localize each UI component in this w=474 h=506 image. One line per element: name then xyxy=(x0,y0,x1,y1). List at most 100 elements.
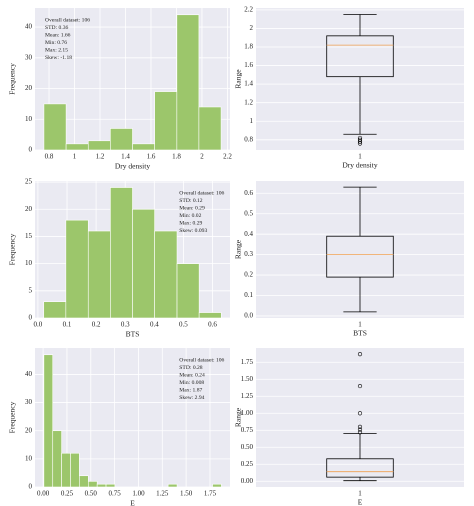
panel: 0.0 0.1 0.2 0.3 0.4 0.5 0.6 0 5 10 15 20 25 BTS Freque… xyxy=(8,178,230,339)
outlier xyxy=(357,427,363,432)
bar xyxy=(105,483,116,488)
stat-annotation: Mean: 1.66 xyxy=(45,32,71,38)
stat-annotation: Mean: 0.29 xyxy=(179,205,205,211)
stat-annotation: Skew: -1.18 xyxy=(45,55,72,61)
y-tick-label: 0 xyxy=(29,483,33,491)
stat-annotation: Min: 0.02 xyxy=(179,213,201,219)
y-axis-label: Range xyxy=(234,407,243,427)
x-tick-label: 0.50 xyxy=(85,490,98,498)
x-axis-label: E xyxy=(130,499,135,506)
y-tick-label: 0.5 xyxy=(244,209,253,217)
y-tick-label: 30 xyxy=(25,53,33,61)
y-axis-label: Frequency xyxy=(8,63,17,95)
panel: 0.00 0.25 0.50 0.75 1.00 1.25 1.50 1.75 E Range 1 xyxy=(234,348,464,506)
stat-annotation: Skew: 0.093 xyxy=(179,228,207,234)
outlier xyxy=(357,430,363,435)
x-tick-label: 2.2 xyxy=(223,153,232,161)
outlier xyxy=(357,424,363,429)
panel: 0.8 1 1.2 1.4 1.6 1.8 2 2.2 0 10 20 30 40 Dry density… xyxy=(8,8,232,171)
bar xyxy=(198,106,222,151)
bar xyxy=(176,14,200,151)
y-tick-label: 0.8 xyxy=(244,135,253,143)
bar xyxy=(154,91,178,151)
x-axis-label: E xyxy=(358,498,363,506)
y-tick-label: 40 xyxy=(25,23,33,31)
stat-annotation: STD: 0.36 xyxy=(45,25,69,31)
bar xyxy=(43,103,67,151)
stat-annotation: STD: 0.28 xyxy=(179,365,203,371)
y-tick-label: 1.00 xyxy=(241,409,254,417)
x-tick-label: 0.5 xyxy=(179,321,188,329)
x-tick-label: 0.75 xyxy=(108,490,121,498)
x-tick-label: 1.75 xyxy=(204,490,217,498)
bar xyxy=(176,263,200,319)
y-tick-label: 2 xyxy=(250,24,254,32)
bar xyxy=(43,354,54,488)
x-tick-label: 1 xyxy=(358,490,362,498)
bar xyxy=(52,430,62,488)
x-tick-label: 0.8 xyxy=(45,153,54,161)
x-tick-label: 1.2 xyxy=(96,153,105,161)
x-tick-label: 1.50 xyxy=(180,490,193,498)
y-tick-label: 0.4 xyxy=(244,230,253,238)
y-tick-label: 1.75 xyxy=(241,358,254,366)
bar xyxy=(167,483,178,488)
bar xyxy=(70,452,80,488)
stat-annotation: Max: 0.29 xyxy=(179,220,202,226)
plot-background xyxy=(256,348,464,487)
x-tick-label: 0.2 xyxy=(92,321,101,329)
bar xyxy=(96,483,107,488)
stat-annotation: STD: 0.12 xyxy=(179,198,203,204)
y-tick-label: 40 xyxy=(25,370,33,378)
y-tick-label: 1.8 xyxy=(244,43,253,51)
outlier xyxy=(357,352,363,357)
bar xyxy=(198,312,222,319)
x-axis-label: BTS xyxy=(126,330,140,339)
y-tick-label: 0.1 xyxy=(244,291,253,299)
outlier xyxy=(357,141,363,146)
stat-annotation: Max: 2.15 xyxy=(45,47,68,53)
y-tick-label: 5 xyxy=(29,286,33,294)
panel: 0.00 0.25 0.50 0.75 1.00 1.25 1.50 1.75 0 10 20 30 4… xyxy=(8,348,230,506)
x-tick-label: 2 xyxy=(200,153,204,161)
y-tick-label: 0 xyxy=(29,146,33,154)
bar xyxy=(154,230,178,319)
x-axis-label: BTS xyxy=(353,329,367,338)
outlier xyxy=(357,383,363,389)
y-tick-label: 0.6 xyxy=(244,189,253,197)
bar xyxy=(65,143,89,151)
bar xyxy=(65,219,89,319)
x-tick-label: 1 xyxy=(73,153,77,161)
outlier xyxy=(357,139,363,144)
y-tick-label: 20 xyxy=(25,84,33,92)
bar xyxy=(61,452,71,488)
x-tick-label: 0.3 xyxy=(121,321,130,329)
x-tick-label: 1 xyxy=(358,321,362,329)
x-tick-label: 0.00 xyxy=(37,490,50,498)
x-tick-label: 1.6 xyxy=(147,153,156,161)
y-tick-label: 20 xyxy=(25,426,33,434)
bar xyxy=(79,475,89,488)
y-tick-label: 20 xyxy=(25,205,33,213)
y-tick-label: 1.25 xyxy=(241,392,254,400)
y-tick-label: 0.50 xyxy=(241,443,254,451)
y-tick-label: 0 xyxy=(29,314,33,322)
stat-annotation: Mean: 0.24 xyxy=(179,372,205,378)
y-tick-label: 10 xyxy=(25,259,33,267)
x-tick-label: 1.4 xyxy=(121,153,130,161)
x-tick-label: 1.25 xyxy=(156,490,169,498)
y-tick-label: 0.75 xyxy=(241,426,254,434)
y-tick-label: 0.3 xyxy=(244,250,253,258)
y-tick-label: 25 xyxy=(25,178,33,186)
bar xyxy=(212,483,222,488)
panel: 0.8 1 1.2 1.4 1.6 1.8 2 2.2 Dry density Range 1 xyxy=(234,5,464,170)
bar xyxy=(132,208,155,319)
bar xyxy=(88,481,98,488)
y-tick-label: 15 xyxy=(25,232,33,240)
x-tick-label: 0.1 xyxy=(63,321,72,329)
stat-annotation: Overall dataset: 106 xyxy=(45,17,90,23)
y-tick-label: 1.2 xyxy=(244,98,253,106)
x-axis-label: Dry density xyxy=(342,161,377,170)
x-tick-label: 0.0 xyxy=(34,321,43,329)
y-tick-label: 0.25 xyxy=(241,460,254,468)
